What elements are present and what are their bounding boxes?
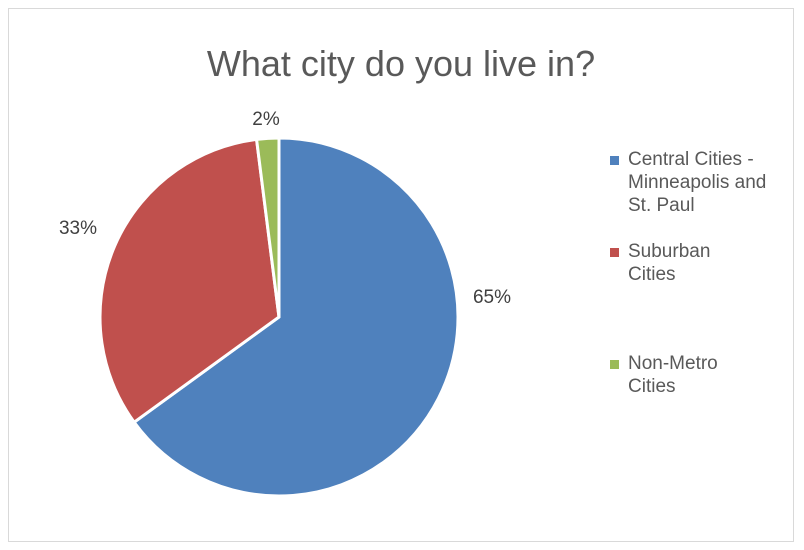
legend-label-suburban-cities: Suburban Cities bbox=[628, 241, 711, 285]
legend-swatch-non-metro-cities bbox=[610, 360, 619, 369]
pie-slice-central-cities bbox=[132, 136, 460, 498]
pie-slice-non-metro-cities bbox=[255, 136, 281, 319]
legend-label-non-metro-cities: Non-Metro Cities bbox=[628, 353, 718, 397]
data-label-suburban-cities: 33% bbox=[59, 218, 97, 239]
legend-item-non-metro-cities: Non-Metro Cities bbox=[610, 352, 790, 398]
legend: Central Cities - Minneapolis and St. Pau… bbox=[610, 148, 790, 398]
pie-slice-suburban-cities bbox=[98, 137, 281, 424]
legend-swatch-suburban-cities bbox=[610, 248, 619, 257]
legend-item-central-cities: Central Cities - Minneapolis and St. Pau… bbox=[610, 148, 790, 240]
legend-item-suburban-cities: Suburban Cities bbox=[610, 240, 790, 352]
legend-swatch-central-cities bbox=[610, 156, 619, 165]
data-label-non-metro-cities: 2% bbox=[252, 109, 280, 130]
chart-title: What city do you live in? bbox=[206, 43, 596, 84]
legend-label-central-cities: Central Cities - Minneapolis and St. Pau… bbox=[628, 149, 767, 216]
data-label-central-cities: 65% bbox=[473, 287, 511, 308]
